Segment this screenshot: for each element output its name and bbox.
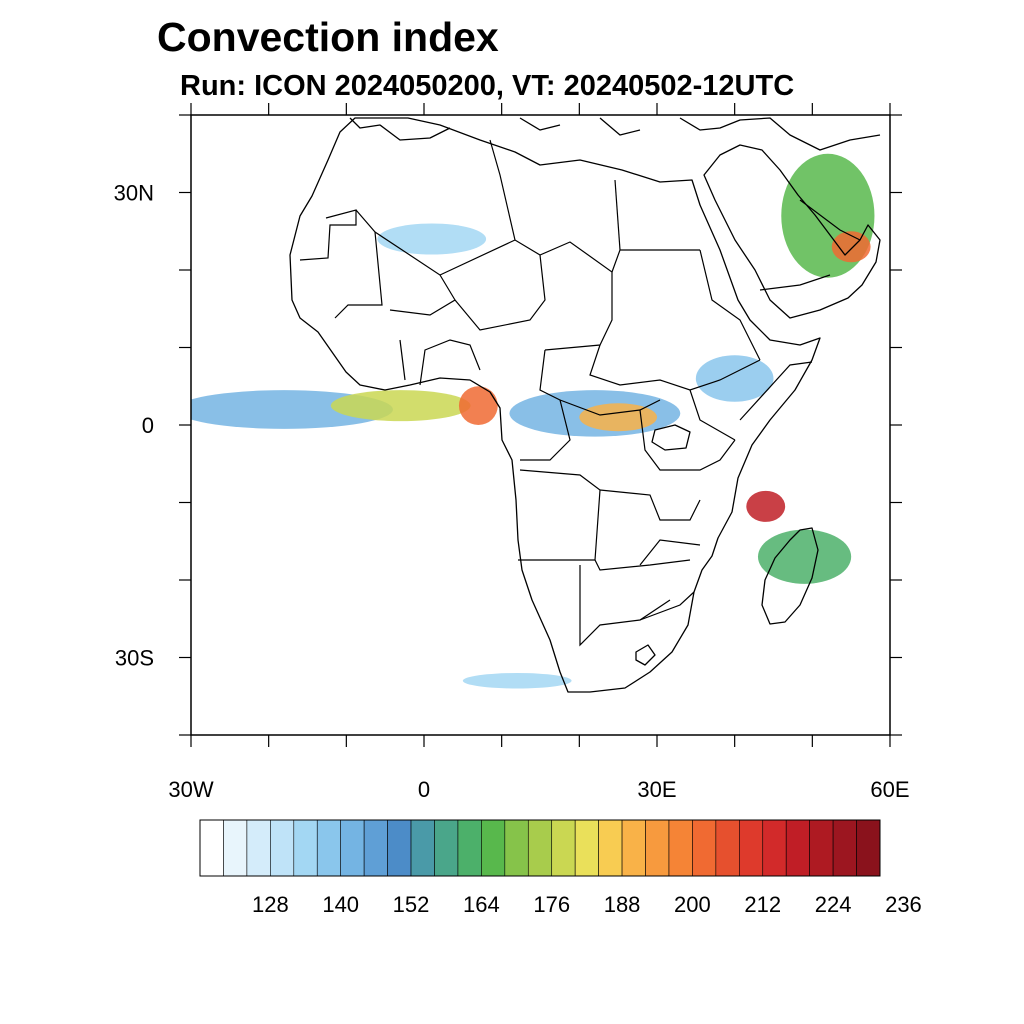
colorbar-box <box>621 819 646 877</box>
lat-label: 30S <box>115 646 154 671</box>
colorbar-box <box>527 819 553 877</box>
convection-cyclone-band <box>757 529 852 584</box>
colorbar-box <box>410 819 435 877</box>
lon-label: 60E <box>870 777 909 802</box>
lon-label: 30W <box>168 777 213 802</box>
colorbar-label: 176 <box>533 892 570 917</box>
colorbar-box <box>481 819 506 877</box>
colorbar-box <box>762 819 787 877</box>
colorbar-box <box>645 819 670 877</box>
colorbar-box <box>692 819 717 877</box>
colorbar-box <box>809 819 834 877</box>
colorbar-box <box>504 819 529 877</box>
colorbar-box <box>316 819 341 877</box>
colorbar-box <box>574 819 599 877</box>
colorbar-box <box>457 819 482 877</box>
colorbar-box <box>387 819 412 877</box>
convection-sahara-streak <box>377 223 487 255</box>
colorbar-box <box>246 819 271 877</box>
colorbar-frame <box>199 819 881 877</box>
coastlines <box>289 117 881 693</box>
colorbar-box <box>832 819 857 877</box>
convection-southern-streak <box>462 673 572 689</box>
colorbar-box <box>598 819 623 877</box>
colorbar-box <box>668 819 693 877</box>
convection-gulf-of-guinea-core <box>330 390 471 422</box>
lat-label: 0 <box>142 413 154 438</box>
axis-labels: 30N 0 30S 30W 0 30E 60E <box>114 181 910 803</box>
colorbar-box <box>434 819 459 877</box>
colorbar-box <box>270 819 295 877</box>
colorbar-box <box>785 819 810 877</box>
lake-victoria <box>651 424 691 451</box>
colorbar-label: 224 <box>815 892 852 917</box>
colorbar: 128 140 152 164 176 188 200 212 224 236 <box>199 819 922 917</box>
colorbar-box <box>551 819 576 877</box>
colorbar-label: 188 <box>604 892 641 917</box>
colorbar-box <box>199 819 224 877</box>
map-title: Convection index <box>157 14 499 60</box>
country-borders <box>299 139 861 647</box>
colorbar-label: 164 <box>463 892 500 917</box>
colorbar-label: 128 <box>252 892 289 917</box>
colorbar-label: 200 <box>674 892 711 917</box>
lon-label: 30E <box>637 777 676 802</box>
colorbar-box <box>739 819 764 877</box>
africa-coastline <box>289 117 821 693</box>
convection-cameroon-core <box>458 386 498 425</box>
colorbar-label: 140 <box>322 892 359 917</box>
colorbar-box <box>340 819 365 877</box>
colorbar-label: 212 <box>744 892 781 917</box>
colorbar-box <box>715 819 740 877</box>
europe-coastline <box>349 117 881 151</box>
arabia-coastline <box>703 144 881 319</box>
colorbar-label: 236 <box>885 892 922 917</box>
colorbar-box <box>363 819 388 877</box>
convection-cyclone-core <box>746 490 786 522</box>
lon-label: 0 <box>418 777 430 802</box>
axis-ticks <box>179 103 902 747</box>
lesotho <box>635 644 656 666</box>
colorbar-box <box>856 819 881 877</box>
colorbar-box <box>293 819 318 877</box>
lat-label: 30N <box>114 181 154 206</box>
colorbar-label: 152 <box>393 892 430 917</box>
madagascar-coastline <box>761 527 819 625</box>
colorbar-box <box>223 819 248 877</box>
map-subtitle: Run: ICON 2024050200, VT: 20240502-12UTC <box>180 70 795 102</box>
convection-east-africa <box>695 355 774 402</box>
